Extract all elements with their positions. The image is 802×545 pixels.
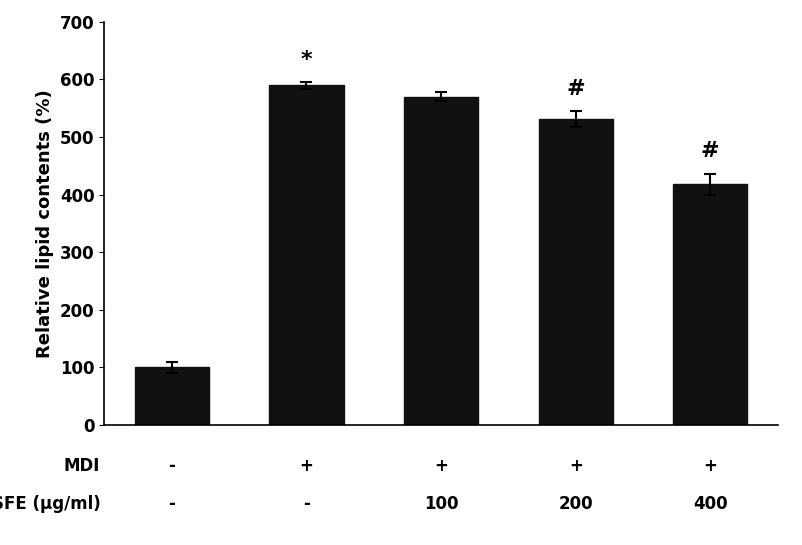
Text: +: + [300, 457, 314, 475]
Text: *: * [301, 50, 312, 70]
Text: -: - [168, 495, 176, 513]
Text: MDI: MDI [64, 457, 100, 475]
Bar [404, 96, 478, 425]
Text: 400: 400 [693, 495, 727, 513]
Text: +: + [434, 457, 448, 475]
Text: 100: 100 [423, 495, 459, 513]
Bar [539, 119, 613, 425]
Bar [135, 367, 209, 425]
Text: -: - [303, 495, 310, 513]
Text: +: + [569, 457, 582, 475]
Text: +: + [703, 457, 717, 475]
Text: -: - [168, 457, 176, 475]
Y-axis label: Relative lipid contents (%): Relative lipid contents (%) [36, 89, 55, 358]
Text: #: # [566, 79, 585, 99]
Bar [674, 184, 747, 425]
Text: SFE (μg/ml): SFE (μg/ml) [0, 495, 100, 513]
Text: #: # [701, 141, 719, 161]
Bar [269, 85, 343, 425]
Text: 200: 200 [558, 495, 593, 513]
